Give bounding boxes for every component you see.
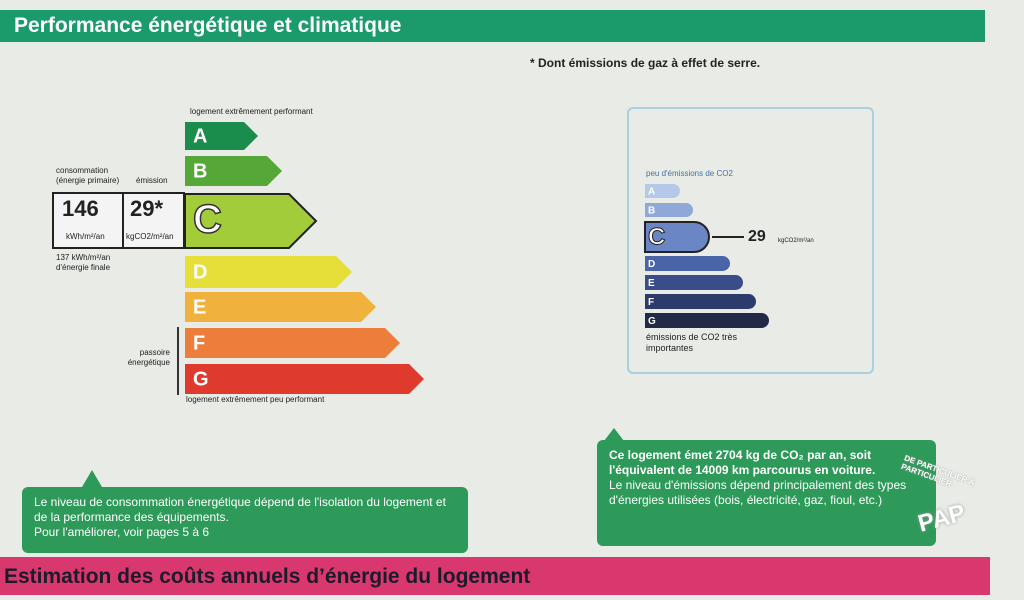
emission-heading: émission [136,176,168,185]
grade-letter: G [193,368,209,390]
info-left: Le niveau de consommation énergétique dé… [22,487,468,553]
grade-letter: B [648,206,655,217]
climate-value: 29 [712,228,766,246]
pointer [82,470,102,487]
grade-bar [644,221,710,253]
emission-unit: kgCO2/m²/an [126,232,174,241]
grade-arrow [185,328,400,358]
info-bold: Ce logement émet 2704 kg de CO₂ par an, … [609,448,876,477]
grade-letter: D [648,259,655,270]
emission: 29* [130,196,164,221]
grade-bar [645,275,744,290]
info-text: Le niveau de consommation énergétique dé… [34,495,446,524]
footer: Estimation des coûts annuels d’énergie d… [0,557,990,595]
bottom-label: logement extrêmement peu performant [186,395,325,404]
grade-letter: F [648,297,654,308]
grade-bar [645,184,680,198]
grade-arrow [184,193,318,249]
info-text: Pour l'améliorer, voir pages 5 à 6 [34,525,210,539]
grade-arrow [185,122,258,150]
grade-bar [645,203,693,217]
climate-panel [627,107,874,374]
consumption-heading: consommation (énergie primaire) [56,166,120,185]
grade-bar [645,313,770,328]
passoire: passoire énergétique [127,348,170,367]
passoire-bracket [177,327,179,395]
grade-letter: A [648,187,655,198]
grade-bar [645,294,756,309]
grade-letter: G [648,316,656,327]
grade-bar [645,256,730,271]
grade-arrow [185,364,424,394]
final-energy: 137 kWh/m²/an d'énergie finale [56,253,111,272]
grade-letter: B [193,160,207,182]
divider [122,194,124,247]
grade-letter: A [193,125,207,147]
info-right: Ce logement émet 2704 kg de CO₂ par an, … [597,440,936,546]
note: * Dont émissions de gaz à effet de serre… [530,56,761,70]
grade-letter: D [193,261,207,283]
pointer [604,428,624,441]
grade-letter: C [193,198,222,242]
climate-bottom-label: émissions de CO2 très importantes [646,332,738,353]
grade-letter: E [648,278,655,289]
consumption-unit: kWh/m²/an [66,232,105,241]
info-text: Le niveau d'émissions dépend principalem… [609,478,907,507]
grade-letter: F [193,332,205,354]
value: 29 [748,228,766,245]
grade-arrow [185,256,352,288]
grade-letter: C [648,223,665,250]
top-label: logement extrêmement performant [190,107,313,116]
grade-arrow [185,292,376,322]
grade-letter: E [193,296,206,318]
header: Performance énergétique et climatique [0,10,985,42]
climate-unit: kgCO2/m²/an [778,238,814,244]
grade-arrow [185,156,282,186]
consumption: 146 [62,196,99,221]
climate-top-label: peu d'émissions de CO2 [646,169,733,178]
